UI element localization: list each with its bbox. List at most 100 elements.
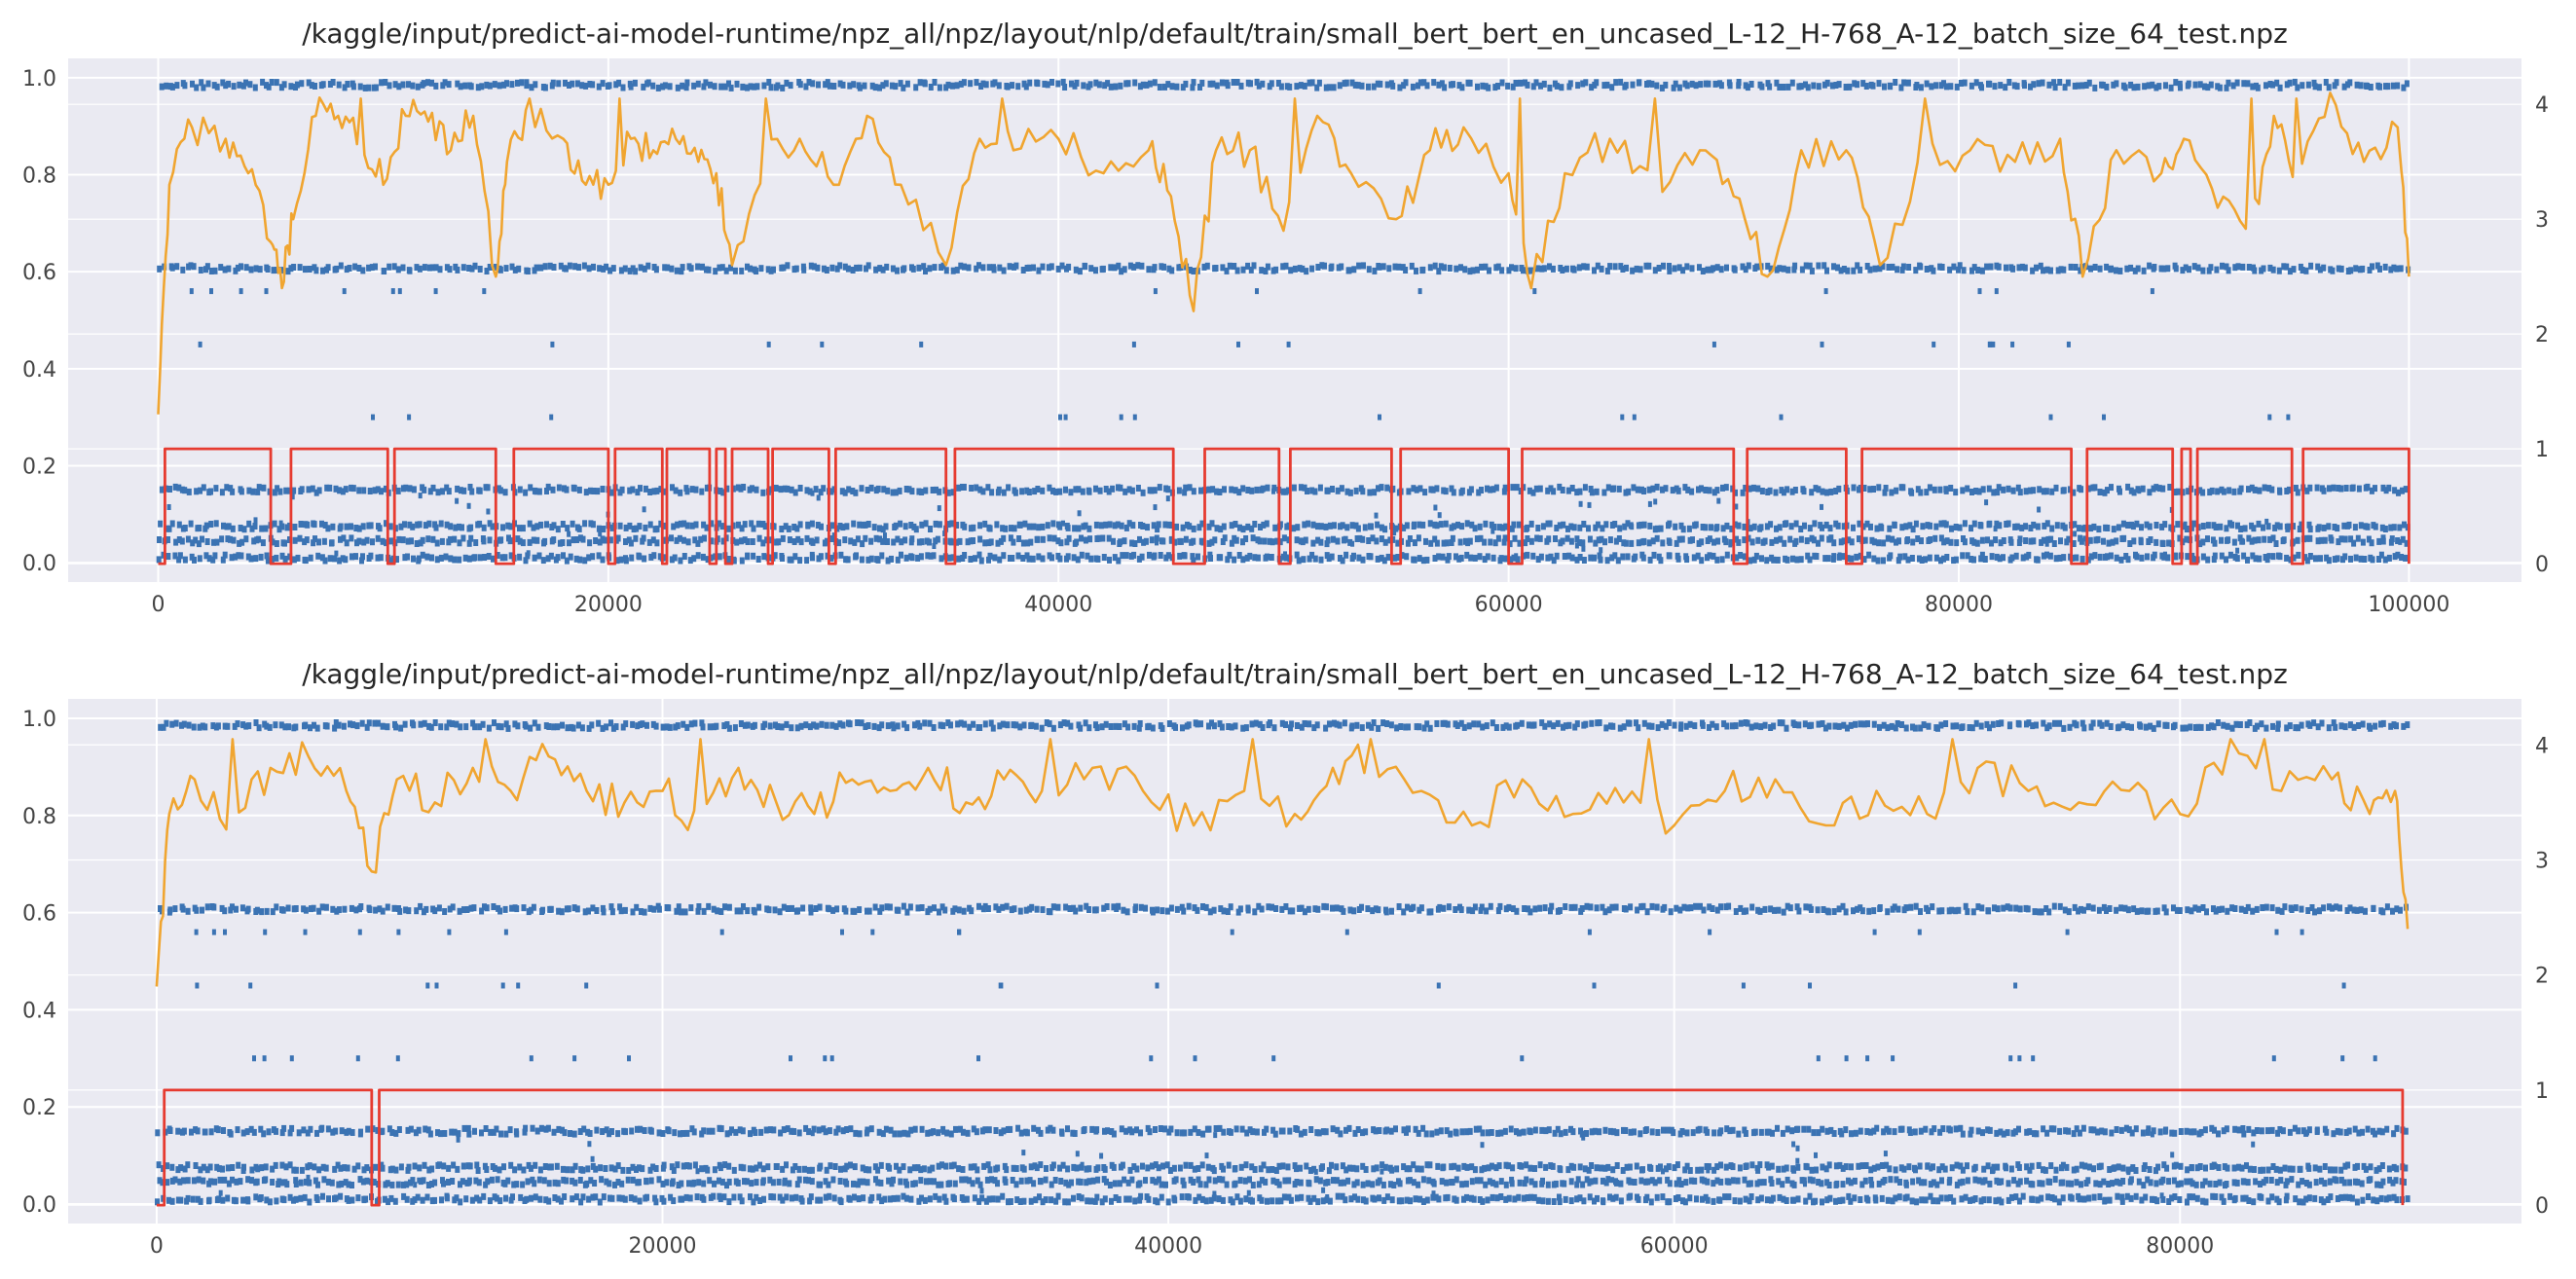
scatter-point [842,489,848,496]
scatter-point [1225,908,1231,915]
scatter-point [1417,555,1422,563]
scatter-point [1053,488,1058,495]
scatter-point [1406,723,1411,731]
scatter-point [1714,906,1720,914]
scatter-point [990,724,996,732]
scatter-point [338,1164,344,1172]
scatter-point [1851,267,1857,274]
scatter-point [327,484,333,492]
scatter-point [1630,524,1635,530]
scatter-point [2252,536,2258,544]
scatter-point [1715,537,1721,545]
scatter-point [468,83,474,91]
scatter-point [2209,1124,2215,1132]
scatter-point [607,536,613,544]
scatter-point [429,554,434,562]
scatter-point [460,534,466,542]
scatter-point [2118,556,2124,564]
scatter-point [1888,552,1894,560]
scatter-point [1647,500,1652,507]
scatter-point [207,1163,213,1171]
scatter-point [1464,1128,1470,1136]
scatter-point [850,488,856,494]
scatter-point [555,723,561,731]
scatter-point [345,81,350,88]
scatter-point [1534,534,1540,542]
scatter-point [1153,504,1158,511]
scatter-point [2185,906,2190,914]
scatter-point [2261,265,2266,273]
scatter-point [1393,525,1399,532]
scatter-point [1414,723,1419,731]
scatter-point [2273,540,2279,547]
scatter-point [208,1128,214,1136]
scatter-point [760,489,766,496]
scatter-point [1454,722,1460,729]
scatter-point [2237,721,2243,728]
scatter-point [1598,556,1603,564]
scatter-point [1723,903,1729,911]
scatter-point [174,263,180,271]
scatter-point [869,82,875,90]
scatter-point [1828,488,1834,495]
scatter-point [880,82,886,90]
scatter-point [250,488,256,495]
scatter-point [1209,520,1215,528]
scatter-point [2289,906,2295,913]
scatter-point [745,263,750,271]
scatter-point [939,903,945,911]
scatter-point [594,907,600,914]
scatter-point [531,524,536,531]
scatter-point [1112,264,1118,272]
scatter-point [596,525,602,532]
scatter-point [1979,904,1985,912]
scatter-point [1139,553,1145,561]
scatter-point [837,720,843,728]
scatter-point [1965,552,1970,560]
scatter-point [665,264,671,272]
scatter-point [1674,539,1679,547]
scatter-point [890,489,896,496]
scatter-point [2151,1127,2156,1135]
scatter-point [686,1162,692,1170]
scatter-point [479,83,485,91]
scatter-point [241,526,247,533]
scatter-point [1228,903,1233,911]
scatter-point [745,538,751,545]
scatter-point [425,535,431,543]
scatter-point [344,523,350,530]
scatter-point [797,485,803,492]
scatter-point [701,1127,707,1135]
scatter-point [1861,720,1867,728]
scatter-point [726,724,732,732]
scatter-point [2046,908,2052,916]
scatter-point [855,535,861,543]
scatter-point [2156,485,2162,493]
scatter-point [2187,266,2191,274]
scatter-point [1693,521,1699,529]
scatter-point [1299,904,1305,912]
scatter-point [1938,534,1944,542]
scatter-point [389,1129,395,1136]
scatter-point [695,907,701,915]
scatter-point [1417,723,1422,731]
scatter-point [2191,520,2196,528]
scatter-point [429,79,434,87]
scatter-point [1218,526,1224,533]
scatter-point [1311,724,1317,732]
scatter-point [1711,1129,1717,1137]
scatter-point [2144,521,2150,529]
scatter-point [1244,1129,1250,1137]
scatter-point [1684,556,1690,564]
scatter-point [1444,539,1450,547]
scatter-point [2388,722,2394,730]
scatter-point [1951,557,1957,565]
scatter-point [158,723,164,731]
scatter-point [1705,1128,1711,1136]
scatter-point [1547,263,1552,271]
scatter-point [1646,539,1652,547]
scatter-point [2321,524,2327,531]
scatter-point [2358,82,2364,90]
scatter-point [1176,487,1182,494]
